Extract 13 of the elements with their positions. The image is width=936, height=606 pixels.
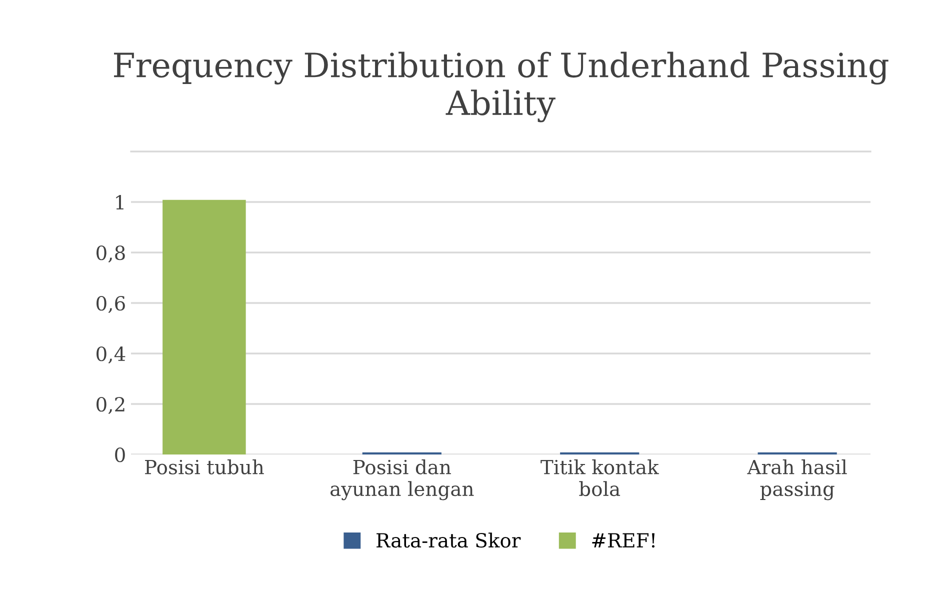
chart-title: Frequency Distribution of Underhand Passing Ability bbox=[114, 52, 888, 122]
legend-label: #REF! bbox=[592, 533, 655, 548]
y-tick-label: 1 bbox=[116, 194, 124, 210]
x-tick-label: Arah hasil passing bbox=[747, 459, 847, 500]
y-tick-label: 0,2 bbox=[96, 396, 124, 414]
y-tick-label: 0,6 bbox=[96, 296, 125, 314]
x-tick-label: Titik kontak bola bbox=[540, 459, 659, 496]
y-tick-label: 0,4 bbox=[96, 346, 126, 364]
x-tick-label: Posisi dan ayunan lengan bbox=[330, 459, 474, 500]
x-tick-label: Posisi tubuh bbox=[145, 459, 264, 474]
y-tick-label: 0,8 bbox=[96, 245, 125, 263]
legend-label: Rata-rata Skor bbox=[376, 532, 521, 548]
y-tick-label: 0 bbox=[115, 447, 125, 462]
